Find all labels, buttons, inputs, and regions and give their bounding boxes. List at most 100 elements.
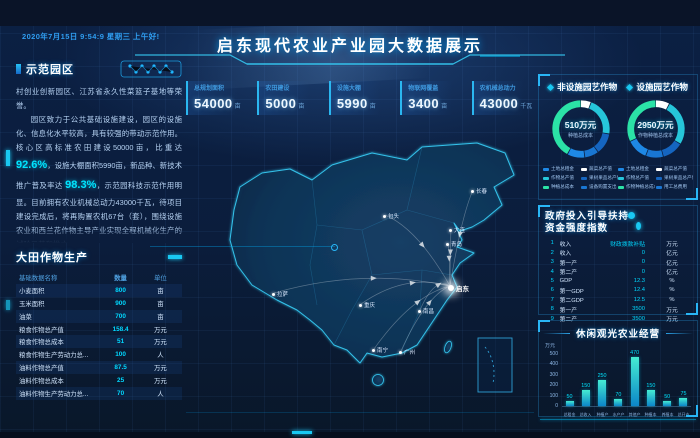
legend-swatch — [618, 176, 624, 180]
china-map: 包头 长春 大连 青岛 拉萨 重庆 南昌 南宁 广州 启东 — [222, 135, 532, 420]
facility-title: 设施园艺作物 — [636, 82, 688, 92]
plane-icon — [414, 299, 421, 306]
cell-unit: 万元 — [666, 241, 678, 248]
legend-item: 种植总成本 — [543, 184, 580, 190]
plane-icon — [447, 249, 453, 256]
bar — [598, 380, 607, 406]
facility-donut: 2950万元 作物种植总成本 — [622, 95, 690, 163]
stat-card: 设施大棚 5990 亩 — [328, 81, 394, 115]
cell-index: 1 — [550, 240, 554, 247]
city-marker: 南昌 — [418, 307, 434, 315]
bar — [646, 390, 655, 406]
cell-index: 8 — [550, 306, 554, 313]
facility-header: 设施园艺作物 — [626, 81, 688, 93]
demo-park-title: 示范园区 — [26, 64, 74, 76]
city-marker: 拉萨 — [272, 290, 288, 298]
non-facility-donut: 510万元 种植总成本 — [547, 95, 615, 163]
bar-group: 50 — [562, 350, 577, 406]
city-marker: 启东 — [448, 283, 469, 293]
stat-card: 物联网覆盖 3400 亩 — [400, 81, 465, 115]
stat-label: 设施大棚 — [336, 86, 361, 92]
table-row: 1 收入 财政拨款补贴 万元 — [545, 239, 691, 248]
x-tick-label: 总收入 — [579, 412, 592, 417]
city-dot-icon — [372, 348, 375, 352]
fade-overlay — [16, 227, 182, 243]
city-label: 拉萨 — [277, 292, 289, 298]
legend-swatch — [581, 185, 587, 189]
legend-label: 作物总产值 — [626, 175, 649, 180]
stat-label: 总规划面积 — [194, 86, 225, 92]
cell-name: 油料作物总产值 — [19, 365, 64, 373]
table-row: 油菜 700 亩 — [16, 309, 182, 323]
city-marker: 广州 — [399, 348, 415, 356]
dot-decoration — [636, 222, 641, 230]
column-header: 单位 — [154, 274, 167, 282]
city-dot-icon — [448, 285, 454, 291]
leisure-agriculture-panel: 休闲观光农业经营 万元 0 100 200 300 400 500 50 150 250 70 4… — [538, 320, 698, 417]
demo-park-panel: 示范园区 村创业创新园区、江苏省永久性菜篮子基地等荣誉。 园区致力于公共基础设施… — [16, 60, 182, 246]
flight-arc — [360, 281, 451, 305]
highlight-percent: 92.6% — [16, 158, 48, 171]
stat-value: 5000 — [265, 96, 297, 111]
flight-arc — [384, 214, 451, 287]
facility-legend: 土地总租金 蔬菜总产值 作物总产值 果树果品总产值 作物种植总成本 用工总费用 — [618, 166, 693, 190]
bars-container: 50 150 250 70 470 150 50 75 — [562, 350, 691, 406]
connector-line — [150, 244, 338, 251]
cell-unit: 万元 — [154, 326, 167, 334]
bar-group: 150 — [578, 350, 593, 406]
bar-value-label: 150 — [581, 383, 591, 390]
donut-center-text: 2950万元 作物种植总成本 — [622, 95, 690, 163]
bar-value-label: 470 — [630, 350, 640, 357]
table-row: 油料作物总成本 25 万元 — [16, 374, 182, 387]
x-tick-label: 种植本 — [644, 412, 657, 417]
legend-swatch — [618, 167, 624, 171]
cell-value: 800 — [115, 286, 126, 294]
paragraph: 园区致力于公共基础设施建设，园区的设施化、信息化水平较高，具有较强的带动示范作用… — [16, 113, 182, 243]
bar-value-label: 50 — [664, 393, 671, 400]
donut-segment — [626, 100, 685, 158]
cell-value: 25 — [117, 377, 125, 385]
gov-index-table: 1 收入 财政拨款补贴 万元 2 收入 0 亿元 3 第一产 0 亿元 4 第二产 0 亿元 5 GDP 12.3%… — [545, 239, 691, 324]
plane-icon — [426, 299, 432, 306]
line-decoration — [543, 332, 570, 334]
city-label: 启东 — [456, 286, 469, 293]
datetime-text: 2020年7月15日 9:54:9 星期三 上午好! — [22, 32, 160, 41]
cell-value: 0 — [641, 259, 646, 266]
city-marker: 大连 — [449, 226, 465, 234]
legend-label: 蔬菜总产值 — [664, 166, 687, 171]
stat-label: 物联网覆盖 — [408, 86, 439, 92]
cell-name: 小麦面积 — [19, 287, 45, 295]
cell-name: 第二产 — [559, 270, 577, 277]
legend-item: 蔬菜总产值 — [581, 166, 618, 172]
legend-item: 果树果品总产值 — [581, 175, 618, 181]
cell-unit: 人 — [157, 390, 164, 398]
cell-unit: 亿元 — [666, 251, 678, 258]
cell-name: 第二GDP — [559, 298, 584, 305]
legend-item: 设备购置支出 — [581, 184, 618, 190]
horticulture-panel: 非设施园艺作物 设施园艺作物 510万元 种植总成本 2950万元 作物种植总成… — [538, 74, 698, 200]
legend-swatch — [618, 185, 624, 189]
legend-label: 用工总费用 — [664, 184, 687, 189]
city-marker: 青岛 — [446, 240, 462, 248]
donut-chart-svg — [551, 100, 610, 158]
bar-chart: 万元 0 100 200 300 400 500 50 150 250 70 470 150 50 75… — [543, 342, 693, 420]
cell-index: 7 — [550, 296, 554, 303]
circuit-dots-icon — [120, 60, 182, 78]
donut-legends: 土地总租金 蔬菜总产值 作物总产值 果树果品总产值 种植总成本 设备购置支出 土地总租金 蔬… — [543, 166, 693, 190]
page-title: 启东现代农业产业园大数据展示 — [216, 38, 483, 55]
china-map-svg — [229, 142, 515, 393]
city-dot-icon — [359, 303, 362, 307]
bar — [565, 400, 574, 406]
donut-label: 种植总成本 — [567, 133, 593, 139]
stat-unit: 千瓦 — [520, 104, 533, 110]
legend-swatch — [581, 167, 587, 171]
cell-name: 第二产 — [559, 317, 577, 324]
donut-segment — [551, 100, 610, 158]
field-crops-header: 大田作物生产 — [16, 249, 182, 265]
cell-unit: 亿元 — [666, 260, 678, 267]
cell-name: 油料作物生产劳动力总... — [19, 390, 89, 398]
gov-title-line1: 政府投入引导扶持 — [545, 211, 630, 222]
cell-value: 158.4 — [112, 325, 129, 333]
cell-value: 700 — [115, 312, 126, 320]
cell-name: 玉米面积 — [19, 300, 45, 308]
